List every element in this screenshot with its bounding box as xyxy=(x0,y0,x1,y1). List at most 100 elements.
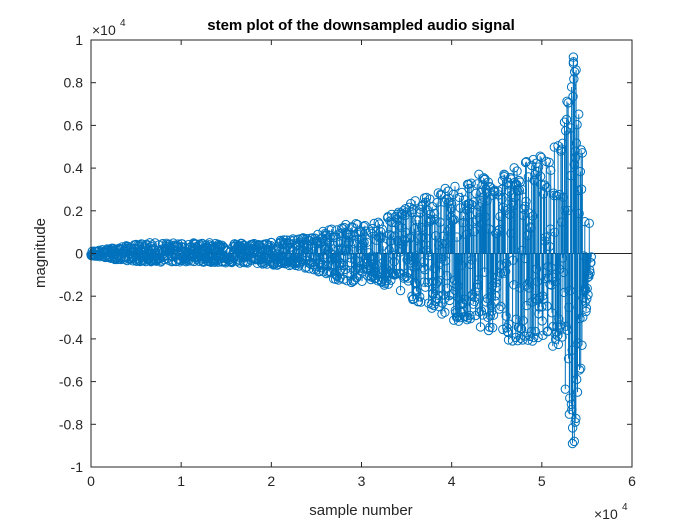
stem-marker xyxy=(158,239,168,249)
stem-marker xyxy=(391,269,402,279)
stem-marker xyxy=(561,126,571,136)
stem-marker xyxy=(328,250,338,260)
stem-marker xyxy=(574,208,584,219)
stem-data-layer xyxy=(86,52,632,449)
stem-marker xyxy=(563,98,573,108)
x-tick-label: 6 xyxy=(628,473,636,489)
stem-marker xyxy=(262,259,272,269)
stem-marker xyxy=(326,230,336,241)
stem-marker xyxy=(462,205,472,215)
stem-marker xyxy=(342,269,353,279)
stem-marker xyxy=(321,268,332,279)
x-axis-multiplier: ×10 4 xyxy=(594,502,628,522)
stem-marker xyxy=(478,192,489,202)
stem-marker xyxy=(533,167,543,177)
stem-marker xyxy=(501,311,511,321)
stem-marker xyxy=(535,292,545,303)
stem-marker xyxy=(342,275,352,286)
stem-marker xyxy=(563,353,574,364)
y-multiplier-base: ×10 xyxy=(92,22,116,38)
stem-marker xyxy=(446,204,457,214)
stem-marker xyxy=(359,237,369,248)
stem-marker xyxy=(428,276,439,287)
stem-marker xyxy=(584,271,594,282)
stem-marker xyxy=(483,177,493,187)
stem-marker xyxy=(448,215,458,226)
stem-marker xyxy=(544,241,555,252)
stem-marker xyxy=(570,152,581,163)
y-axis-multiplier: ×10 4 xyxy=(92,18,126,38)
stem-marker xyxy=(451,279,461,290)
stem-marker xyxy=(566,399,577,410)
stem-marker xyxy=(521,196,531,207)
stem-marker xyxy=(410,196,420,206)
stem-marker xyxy=(418,263,429,273)
stem-marker xyxy=(394,221,404,231)
y-axis-label: magnitude xyxy=(32,218,49,288)
stem-marker xyxy=(442,283,452,293)
stem-marker xyxy=(399,235,409,245)
stem-marker xyxy=(575,166,586,177)
stem-marker xyxy=(210,257,220,268)
stem-marker xyxy=(540,232,551,242)
stem-marker xyxy=(401,207,412,217)
y-tick-label: 0.2 xyxy=(64,203,84,219)
stem-marker xyxy=(440,307,450,318)
stem-marker xyxy=(485,310,495,321)
stem-marker xyxy=(582,283,592,294)
stem-marker xyxy=(562,325,573,335)
stem-marker xyxy=(317,233,328,243)
stem-marker xyxy=(494,224,505,235)
stem-marker xyxy=(494,304,504,314)
stem-marker xyxy=(576,184,587,194)
stem-marker xyxy=(422,245,432,255)
stem-marker xyxy=(469,296,480,307)
stem-marker xyxy=(526,160,537,171)
stem-marker xyxy=(583,289,593,300)
stem-marker xyxy=(432,197,442,208)
stem-marker xyxy=(541,183,552,193)
x-axis-label: sample number xyxy=(309,502,412,519)
stem-marker xyxy=(326,224,337,234)
stem-marker xyxy=(449,215,459,225)
stem-marker xyxy=(532,277,543,287)
x-tick-label: 3 xyxy=(358,473,366,489)
stem-marker xyxy=(558,253,568,263)
stem-marker xyxy=(571,413,581,424)
stem-marker xyxy=(512,166,522,176)
stem-marker xyxy=(482,196,492,206)
stem-marker xyxy=(455,203,465,213)
stem-marker xyxy=(367,223,378,234)
y-multiplier-exponent: 4 xyxy=(120,18,126,29)
stem-marker xyxy=(424,217,435,227)
stem-marker xyxy=(404,251,414,262)
stem-marker xyxy=(420,265,430,275)
y-tick-label: 0.8 xyxy=(64,75,84,91)
stem-marker xyxy=(444,295,455,306)
stem-marker xyxy=(416,297,426,307)
stem-marker xyxy=(465,310,475,321)
stem-marker xyxy=(520,201,530,211)
stem-marker xyxy=(558,267,569,278)
stem-marker xyxy=(441,239,451,249)
stem-marker xyxy=(569,159,579,170)
stem-marker xyxy=(477,310,488,320)
stem-marker xyxy=(477,198,487,208)
stem-marker xyxy=(367,251,377,261)
stem-marker xyxy=(498,202,508,213)
stem-marker xyxy=(440,183,450,194)
stem-marker xyxy=(567,345,577,355)
stem-marker xyxy=(430,214,440,224)
stem-marker xyxy=(580,284,591,295)
stem-marker xyxy=(567,404,577,415)
stem-marker xyxy=(470,292,480,303)
stem-marker xyxy=(569,436,579,447)
stem-marker xyxy=(505,209,515,220)
stem-marker xyxy=(472,207,482,217)
stem-marker xyxy=(433,188,444,198)
stem-marker xyxy=(585,268,595,278)
y-tick-label: -0.4 xyxy=(59,331,83,347)
stem-marker xyxy=(357,239,368,249)
stem-marker xyxy=(447,199,457,209)
stem-marker xyxy=(566,82,577,92)
